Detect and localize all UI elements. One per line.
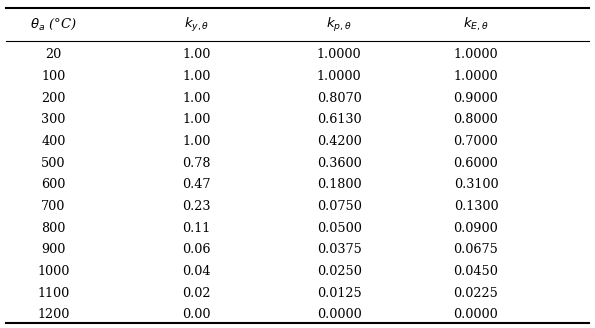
Text: 0.3100: 0.3100 [454,178,499,191]
Text: 0.6000: 0.6000 [453,157,499,170]
Text: 900: 900 [42,243,65,256]
Text: 0.00: 0.00 [182,308,211,321]
Text: 1.00: 1.00 [182,48,211,61]
Text: 0.1300: 0.1300 [454,200,499,213]
Text: 0.0450: 0.0450 [453,265,499,278]
Text: 1.0000: 1.0000 [454,70,499,83]
Text: 0.0000: 0.0000 [453,308,499,321]
Text: 600: 600 [42,178,65,191]
Text: 0.23: 0.23 [182,200,211,213]
Text: 0.6130: 0.6130 [317,113,362,126]
Text: 0.06: 0.06 [182,243,211,256]
Text: 100: 100 [42,70,65,83]
Text: 1.00: 1.00 [182,70,211,83]
Text: 0.0250: 0.0250 [317,265,362,278]
Text: 1000: 1000 [37,265,70,278]
Text: 20: 20 [45,48,62,61]
Text: 400: 400 [42,135,65,148]
Text: 1.00: 1.00 [182,113,211,126]
Text: 1100: 1100 [37,287,70,300]
Text: $k_{y,\theta}$: $k_{y,\theta}$ [184,16,209,33]
Text: 0.0750: 0.0750 [317,200,362,213]
Text: $k_{E,\theta}$: $k_{E,\theta}$ [463,16,489,33]
Text: $k_{p,\theta}$: $k_{p,\theta}$ [326,16,352,33]
Text: 0.9000: 0.9000 [453,92,499,105]
Text: 0.0225: 0.0225 [453,287,499,300]
Text: 1.00: 1.00 [182,92,211,105]
Text: 0.78: 0.78 [182,157,211,170]
Text: $\theta_a$ (°C): $\theta_a$ (°C) [30,17,77,32]
Text: 0.8070: 0.8070 [317,92,362,105]
Text: 0.1800: 0.1800 [317,178,362,191]
Text: 500: 500 [41,157,66,170]
Text: 0.0375: 0.0375 [317,243,362,256]
Text: 0.4200: 0.4200 [317,135,362,148]
Text: 0.0675: 0.0675 [453,243,499,256]
Text: 1.0000: 1.0000 [454,48,499,61]
Text: 1.0000: 1.0000 [317,48,362,61]
Text: 0.0000: 0.0000 [317,308,362,321]
Text: 0.8000: 0.8000 [453,113,499,126]
Text: 0.0900: 0.0900 [453,222,499,235]
Text: 300: 300 [42,113,65,126]
Text: 0.7000: 0.7000 [453,135,499,148]
Text: 700: 700 [42,200,65,213]
Text: 0.11: 0.11 [182,222,211,235]
Text: 0.3600: 0.3600 [317,157,362,170]
Text: 0.0125: 0.0125 [317,287,362,300]
Text: 0.04: 0.04 [182,265,211,278]
Text: 0.0500: 0.0500 [317,222,362,235]
Text: 1.0000: 1.0000 [317,70,362,83]
Text: 1.00: 1.00 [182,135,211,148]
Text: 0.47: 0.47 [182,178,211,191]
Text: 1200: 1200 [37,308,70,321]
Text: 800: 800 [42,222,65,235]
Text: 0.02: 0.02 [182,287,211,300]
Text: 200: 200 [42,92,65,105]
